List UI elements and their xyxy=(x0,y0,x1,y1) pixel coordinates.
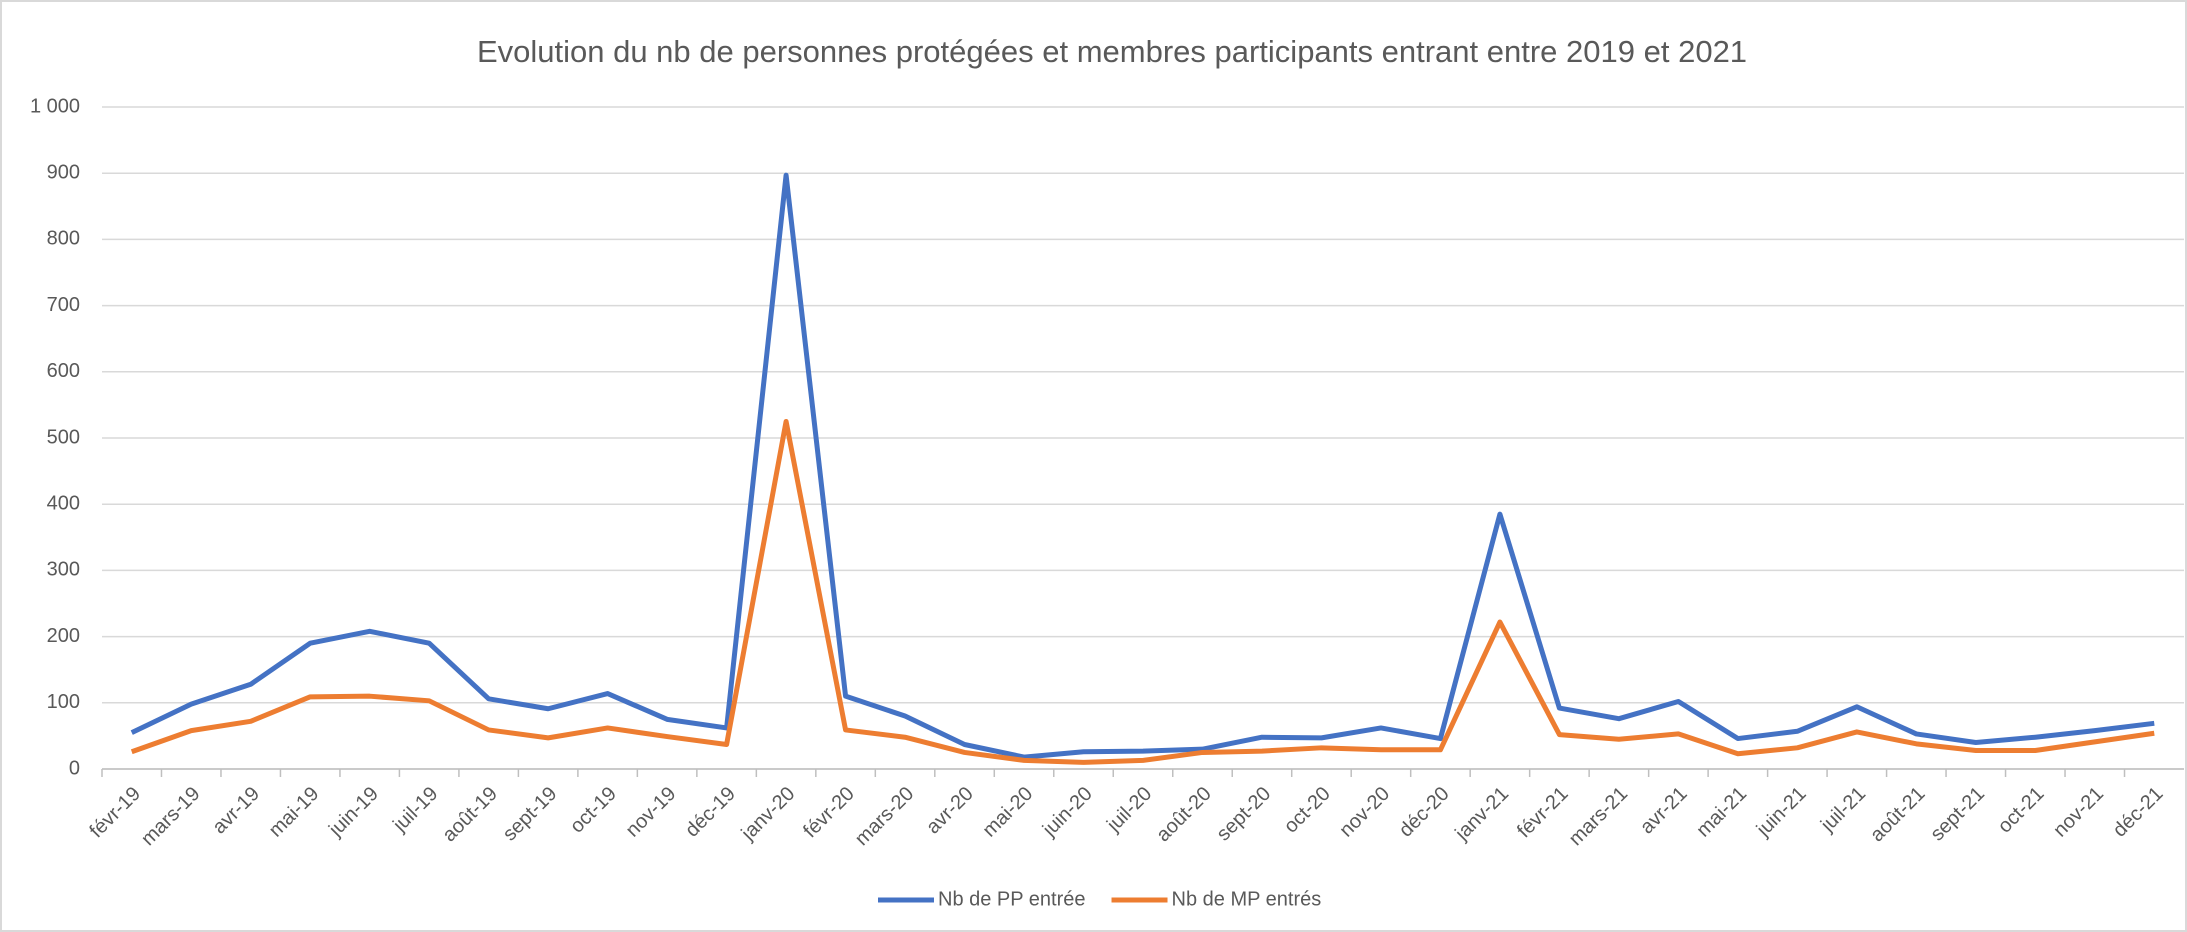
series-line xyxy=(130,172,2155,760)
y-tick-label: 700 xyxy=(47,294,80,316)
y-tick-label: 500 xyxy=(47,426,80,448)
series-line xyxy=(130,418,2155,765)
y-tick-label: 800 xyxy=(47,228,80,250)
y-tick-label: 100 xyxy=(47,691,80,713)
y-tick-label: 600 xyxy=(47,360,80,382)
y-tick-label: 0 xyxy=(69,757,80,779)
y-tick-label: 1 000 xyxy=(30,95,80,117)
chart-title: Evolution du nb de personnes protégées e… xyxy=(477,34,1747,69)
y-tick-label: 400 xyxy=(47,492,80,514)
legend-label: Nb de MP entrés xyxy=(1172,888,1322,910)
y-tick-label: 900 xyxy=(47,161,80,183)
legend-label: Nb de PP entrée xyxy=(938,888,1086,910)
y-tick-label: 200 xyxy=(47,625,80,647)
y-tick-label: 300 xyxy=(47,559,80,581)
